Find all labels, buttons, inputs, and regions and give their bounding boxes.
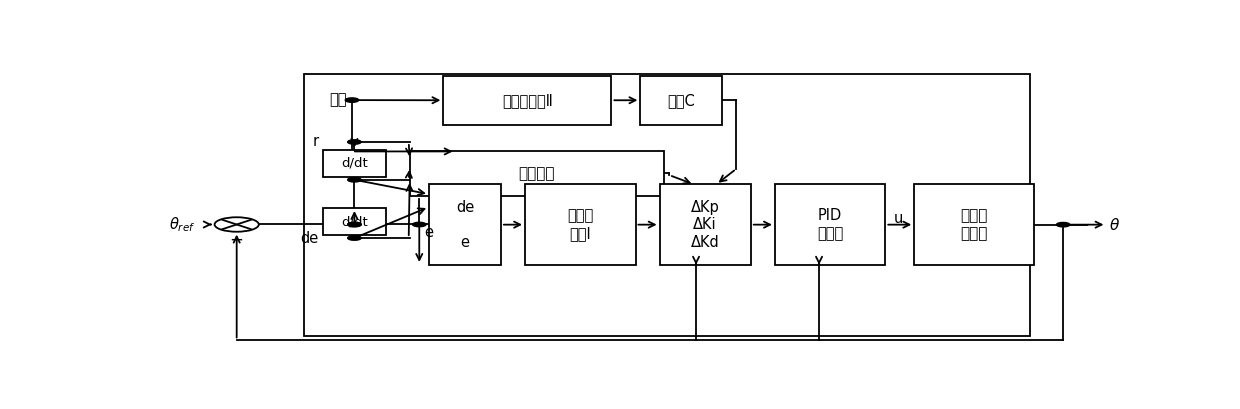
- Text: −: −: [229, 231, 243, 249]
- Text: PID
控制器: PID 控制器: [817, 209, 843, 241]
- Circle shape: [347, 140, 361, 144]
- Bar: [429, 184, 501, 265]
- Text: u: u: [893, 211, 903, 226]
- Text: 增益C: 增益C: [667, 93, 696, 108]
- Text: $\theta_{ref}$: $\theta_{ref}$: [170, 215, 196, 234]
- Circle shape: [345, 98, 358, 102]
- Text: e: e: [424, 225, 433, 240]
- Bar: [640, 76, 722, 125]
- Bar: [409, 151, 665, 196]
- Circle shape: [347, 178, 361, 182]
- Text: de

e: de e: [456, 200, 474, 249]
- Bar: [914, 184, 1034, 265]
- Text: 分形因子: 分形因子: [518, 166, 556, 181]
- Text: de: de: [300, 231, 319, 245]
- Bar: [304, 74, 1029, 336]
- Text: $\theta$: $\theta$: [1110, 217, 1120, 233]
- Bar: [775, 184, 885, 265]
- Circle shape: [347, 222, 361, 227]
- Text: d/dt: d/dt: [341, 215, 368, 228]
- Text: r: r: [312, 135, 319, 149]
- Circle shape: [215, 217, 259, 232]
- Circle shape: [413, 222, 427, 227]
- Text: 模糊控制器Ⅱ: 模糊控制器Ⅱ: [502, 93, 553, 108]
- Text: ΔKp
ΔKi
ΔKd: ΔKp ΔKi ΔKd: [691, 200, 719, 249]
- Text: d/dt: d/dt: [341, 157, 368, 170]
- Bar: [525, 184, 635, 265]
- Text: 空速: 空速: [330, 92, 347, 108]
- Text: 模糊控
制器Ⅰ: 模糊控 制器Ⅰ: [567, 209, 594, 241]
- Text: 尾坐式
飞行器: 尾坐式 飞行器: [961, 209, 988, 241]
- Circle shape: [347, 236, 361, 240]
- Bar: [324, 150, 386, 177]
- Circle shape: [1056, 222, 1070, 227]
- Bar: [444, 76, 611, 125]
- Circle shape: [347, 222, 361, 227]
- Bar: [660, 184, 751, 265]
- Bar: [324, 208, 386, 235]
